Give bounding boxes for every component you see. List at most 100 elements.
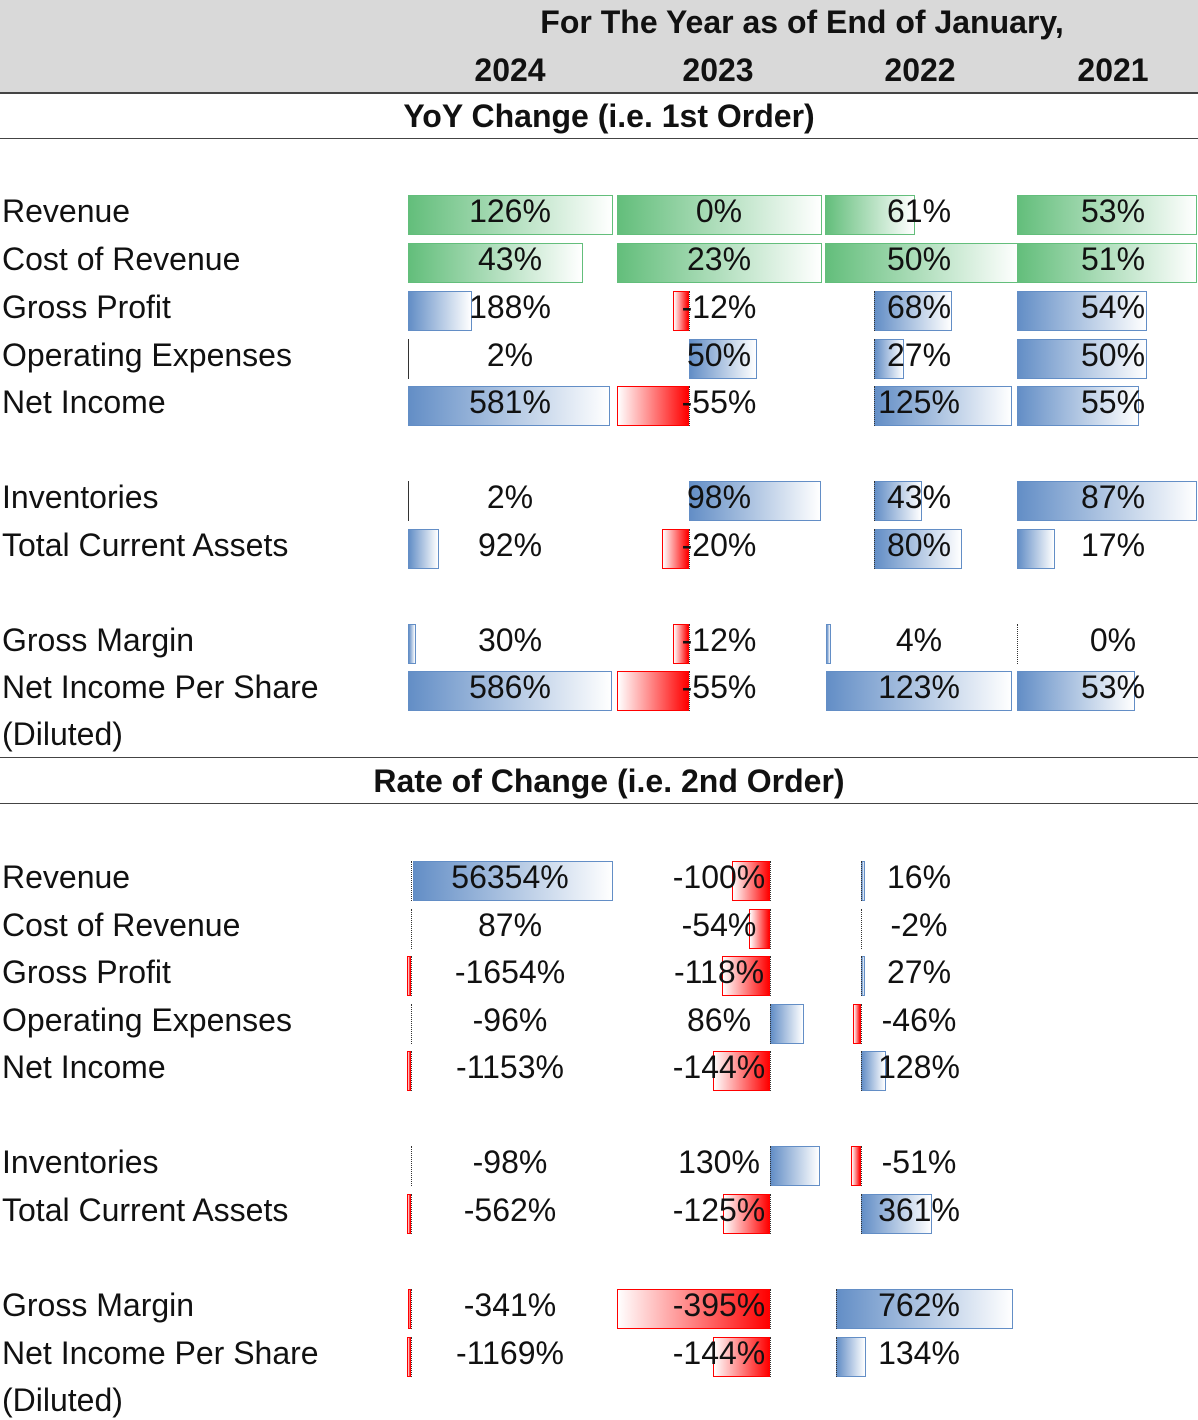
s1-row-label: Gross Margin bbox=[2, 622, 195, 658]
s1-value: 53% bbox=[1080, 669, 1146, 705]
s2-axis bbox=[861, 1146, 862, 1186]
s2-red-bar bbox=[851, 1146, 861, 1186]
s1-row-label: Revenue bbox=[2, 193, 131, 229]
s1-axis bbox=[874, 529, 875, 569]
s2-value: 762% bbox=[878, 1287, 960, 1323]
s1-blue-bar bbox=[826, 624, 831, 664]
s1-blue-bar bbox=[689, 339, 757, 379]
s1-row-label-sub: (Diluted) bbox=[2, 716, 123, 752]
s1-axis bbox=[689, 291, 690, 331]
s2-blue-bar bbox=[861, 1051, 886, 1091]
s1-value: 92% bbox=[477, 527, 543, 563]
s1-value: -12% bbox=[681, 622, 757, 658]
s1-red-bar bbox=[617, 671, 689, 711]
s2-value: -51% bbox=[881, 1144, 957, 1180]
s1-value: 43% bbox=[477, 241, 543, 277]
s2-blue-bar bbox=[836, 1337, 866, 1377]
s2-axis bbox=[411, 1337, 412, 1377]
s2-value: -395% bbox=[672, 1287, 766, 1323]
s1-value: 17% bbox=[1080, 527, 1146, 563]
s1-value: 53% bbox=[1080, 193, 1146, 229]
s2-row-label: Total Current Assets bbox=[2, 1192, 289, 1228]
s1-value: -55% bbox=[681, 669, 757, 705]
s1-value: 27% bbox=[886, 337, 952, 373]
s1-axis bbox=[689, 529, 690, 569]
s1-value: 30% bbox=[477, 622, 543, 658]
s1-green-bar bbox=[408, 243, 583, 283]
s1-green-bar bbox=[1017, 243, 1197, 283]
s2-value: -125% bbox=[672, 1192, 766, 1228]
s1-axis bbox=[689, 671, 690, 711]
s1-row-label: Total Current Assets bbox=[2, 527, 289, 563]
s2-red-bar bbox=[853, 1004, 861, 1044]
section2-rule bbox=[0, 803, 1198, 804]
s1-blue-bar bbox=[826, 671, 1012, 711]
s2-red-bar bbox=[749, 909, 770, 949]
s1-axis bbox=[689, 624, 690, 664]
s2-value: -46% bbox=[881, 1002, 957, 1038]
s2-value: -144% bbox=[672, 1335, 766, 1371]
s2-row-label-sub: (Diluted) bbox=[2, 1382, 123, 1418]
s1-value: 87% bbox=[1080, 479, 1146, 515]
s1-value: 2% bbox=[486, 337, 534, 373]
s1-axis bbox=[1017, 624, 1018, 664]
s2-axis bbox=[770, 1051, 771, 1091]
s1-value: 581% bbox=[469, 384, 551, 420]
s2-blue-bar bbox=[413, 861, 613, 901]
header-title: For The Year as of End of January, bbox=[540, 4, 1064, 40]
s2-axis bbox=[411, 861, 412, 901]
s1-blue-bar bbox=[408, 529, 439, 569]
s2-axis bbox=[770, 1004, 771, 1044]
s1-value: 123% bbox=[878, 669, 960, 705]
s2-axis bbox=[411, 1194, 412, 1234]
s1-axis bbox=[874, 386, 875, 426]
s1-blue-bar bbox=[1017, 529, 1055, 569]
s1-value: 54% bbox=[1080, 289, 1146, 325]
s2-value: 27% bbox=[886, 954, 952, 990]
s2-red-bar bbox=[722, 956, 770, 996]
s2-row-label: Net Income bbox=[2, 1049, 166, 1085]
s1-red-bar bbox=[673, 624, 689, 664]
s2-red-bar bbox=[732, 861, 770, 901]
s1-blue-bar bbox=[874, 386, 1012, 426]
year-2022: 2022 bbox=[884, 52, 956, 88]
s1-value: 51% bbox=[1080, 241, 1146, 277]
s2-value: 128% bbox=[878, 1049, 960, 1085]
s2-axis bbox=[411, 956, 412, 996]
s2-axis bbox=[411, 909, 412, 949]
s1-value: -20% bbox=[681, 527, 757, 563]
s2-axis bbox=[411, 1051, 412, 1091]
s1-red-bar bbox=[617, 386, 689, 426]
s1-value: -55% bbox=[681, 384, 757, 420]
s1-axis bbox=[408, 481, 409, 521]
s2-red-bar bbox=[713, 1337, 770, 1377]
s2-value: 56354% bbox=[451, 859, 569, 895]
s1-blue-bar bbox=[1017, 386, 1139, 426]
s1-axis bbox=[874, 291, 875, 331]
s2-blue-bar bbox=[770, 1146, 820, 1186]
s2-axis bbox=[861, 956, 862, 996]
s1-value: 61% bbox=[886, 193, 952, 229]
s2-axis bbox=[861, 1051, 862, 1091]
s1-green-bar bbox=[617, 195, 822, 235]
s1-value: 0% bbox=[1089, 622, 1137, 658]
s2-value: 86% bbox=[686, 1002, 752, 1038]
s1-green-bar bbox=[408, 195, 613, 235]
s1-value: 188% bbox=[469, 289, 551, 325]
section1-title: YoY Change (i.e. 1st Order) bbox=[403, 98, 815, 134]
s2-value: -1169% bbox=[456, 1335, 564, 1371]
s2-axis bbox=[836, 1337, 837, 1377]
s2-row-label: Revenue bbox=[2, 859, 131, 895]
s2-value: -341% bbox=[463, 1287, 557, 1323]
s1-green-bar bbox=[825, 195, 915, 235]
s2-value: -144% bbox=[672, 1049, 766, 1085]
s2-axis bbox=[836, 1289, 837, 1329]
s1-value: 0% bbox=[695, 193, 743, 229]
s2-red-bar bbox=[617, 1289, 770, 1329]
s1-value: 2% bbox=[486, 479, 534, 515]
s1-value: -12% bbox=[681, 289, 757, 325]
s1-blue-bar bbox=[408, 386, 610, 426]
s2-axis bbox=[770, 1289, 771, 1329]
s1-value: 50% bbox=[886, 241, 952, 277]
s1-value: 55% bbox=[1080, 384, 1146, 420]
